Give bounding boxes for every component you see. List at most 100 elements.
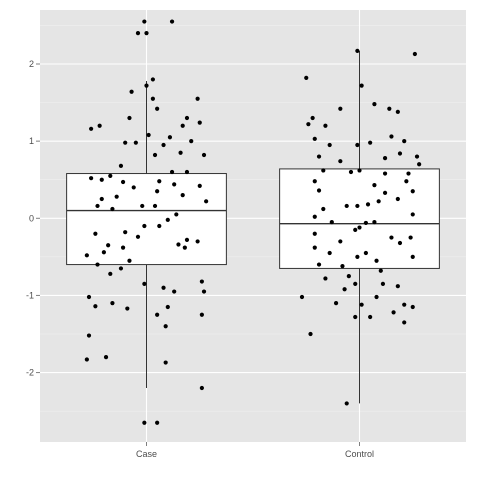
data-point-case <box>199 312 204 317</box>
data-point-case <box>95 262 100 267</box>
data-point-case <box>89 126 94 131</box>
data-point-case <box>163 360 168 365</box>
data-point-control <box>355 142 360 148</box>
y-tick-label: 2 <box>29 59 34 69</box>
data-point-case <box>131 185 136 190</box>
data-point-case <box>189 139 194 144</box>
data-point-control <box>363 220 368 226</box>
data-point-control <box>353 281 358 286</box>
data-point-case <box>114 194 119 199</box>
data-point-control <box>397 240 403 246</box>
data-point-control <box>380 281 386 286</box>
data-point-case <box>142 281 147 286</box>
data-point-case <box>103 355 109 360</box>
data-point-case <box>99 196 104 202</box>
data-point-case <box>84 253 89 258</box>
data-point-case <box>165 304 170 310</box>
data-point-case <box>155 189 160 194</box>
data-point-control <box>355 203 360 209</box>
data-point-control <box>363 250 368 256</box>
data-point-control <box>410 189 415 194</box>
data-point-control <box>365 202 371 207</box>
data-point-control <box>321 168 326 173</box>
data-point-control <box>312 231 317 236</box>
data-point-case <box>197 183 202 188</box>
data-point-case <box>142 420 147 425</box>
data-point-control <box>368 140 373 145</box>
data-point-control <box>344 203 349 209</box>
data-point-case <box>176 242 181 247</box>
data-point-control <box>340 264 345 269</box>
data-point-case <box>84 357 89 362</box>
data-point-control <box>372 220 377 225</box>
data-point-case <box>172 289 177 294</box>
data-point-case <box>184 169 190 175</box>
data-point-control <box>316 188 322 193</box>
x-axis: Case Control <box>136 442 374 459</box>
data-point-control <box>402 302 407 307</box>
data-point-control <box>321 206 326 212</box>
data-point-case <box>197 120 202 125</box>
data-point-case <box>155 420 160 425</box>
data-point-case <box>172 182 177 187</box>
data-point-case <box>184 237 190 242</box>
data-point-control <box>408 235 413 240</box>
data-point-control <box>299 294 305 300</box>
data-point-control <box>368 314 373 320</box>
data-point-control <box>378 268 383 273</box>
y-tick-label: -2 <box>26 368 34 378</box>
data-point-control <box>391 310 396 315</box>
data-point-control <box>312 136 317 141</box>
data-point-case <box>140 203 145 209</box>
data-point-case <box>93 304 98 309</box>
data-point-case <box>163 324 168 329</box>
data-point-control <box>304 75 309 80</box>
data-point-case <box>195 96 200 101</box>
data-point-control <box>382 156 388 161</box>
data-point-control <box>308 331 313 337</box>
data-point-case <box>120 245 126 250</box>
data-point-case <box>133 140 138 145</box>
data-point-case <box>125 306 130 311</box>
y-tick-label: 1 <box>29 136 34 146</box>
data-point-control <box>397 151 403 156</box>
data-point-case <box>150 96 155 101</box>
data-point-case <box>142 19 147 24</box>
data-point-case <box>157 223 162 229</box>
data-point-case <box>118 266 124 271</box>
data-point-case <box>97 123 102 128</box>
data-point-control <box>359 302 364 307</box>
data-point-case <box>165 217 170 222</box>
y-tick-label: 0 <box>29 213 34 223</box>
data-point-case <box>195 239 200 244</box>
data-point-control <box>417 162 422 167</box>
data-point-case <box>199 279 204 284</box>
data-point-case <box>86 333 92 338</box>
data-point-case <box>201 152 207 158</box>
data-point-control <box>327 142 332 148</box>
data-point-control <box>312 179 317 184</box>
data-point-control <box>402 320 407 325</box>
data-point-control <box>374 294 379 300</box>
data-point-control <box>355 48 360 53</box>
data-point-case <box>161 142 166 148</box>
data-point-control <box>333 301 339 306</box>
data-point-control <box>342 287 347 292</box>
x-tick-label-control: Control <box>345 449 374 459</box>
data-point-control <box>372 183 377 188</box>
data-point-case <box>184 115 190 121</box>
data-point-case <box>118 163 124 168</box>
data-point-case <box>169 19 175 24</box>
data-point-case <box>123 230 128 235</box>
data-point-control <box>344 401 349 406</box>
data-point-case <box>155 106 160 111</box>
data-point-case <box>150 77 155 82</box>
data-point-control <box>329 220 334 225</box>
data-point-case <box>95 203 100 209</box>
data-point-case <box>161 285 166 290</box>
data-point-control <box>323 123 328 128</box>
data-point-case <box>108 271 113 276</box>
data-point-case <box>101 250 106 255</box>
data-point-control <box>410 212 415 217</box>
